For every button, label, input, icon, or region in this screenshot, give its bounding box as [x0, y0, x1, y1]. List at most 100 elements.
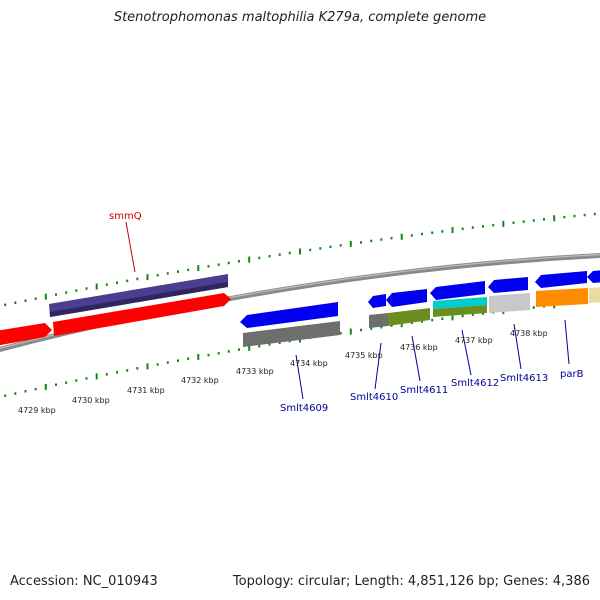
- inner-major-tick: [349, 328, 352, 335]
- scale-label-4735: 4735 kbp: [345, 351, 383, 360]
- inner-minor-tick: [126, 369, 129, 372]
- outer-major-tick: [349, 240, 352, 247]
- feature-orange-parB[interactable]: [536, 288, 588, 307]
- outer-minor-tick: [105, 283, 108, 286]
- scale-label-4738: 4738 kbp: [510, 329, 548, 338]
- map-title: Stenotrophomonas maltophilia K279a, comp…: [113, 10, 487, 25]
- gene-smlt4610-feature[interactable]: [368, 294, 386, 308]
- outer-major-tick: [553, 215, 556, 222]
- inner-minor-tick: [339, 331, 342, 335]
- outer-minor-tick: [258, 256, 261, 260]
- gene-smlt4611-feature[interactable]: [386, 289, 427, 307]
- inner-major-tick: [197, 353, 200, 360]
- scale-label-4736: 4736 kbp: [400, 343, 438, 352]
- gene-smlt4609-feature[interactable]: [240, 302, 338, 328]
- feature-khaki-right[interactable]: [589, 287, 600, 303]
- gene-parB-feature[interactable]: [535, 271, 587, 288]
- outer-minor-tick: [309, 248, 312, 252]
- outer-minor-tick: [339, 244, 342, 247]
- inner-minor-tick: [461, 314, 464, 318]
- inner-minor-tick: [482, 312, 484, 315]
- gene-label-smlt4613[interactable]: Smlt4613: [500, 373, 548, 384]
- outer-minor-tick: [319, 247, 322, 250]
- gene-right-edge-feature[interactable]: [587, 270, 600, 283]
- feature-olive-4610[interactable]: [388, 308, 430, 326]
- gene-label-smlt4610[interactable]: Smlt4610: [350, 392, 398, 403]
- outer-major-tick: [451, 227, 454, 234]
- feature-lightgrey-4613[interactable]: [489, 293, 530, 313]
- feature-olive-4612[interactable]: [433, 305, 487, 317]
- outer-major-tick: [146, 274, 149, 281]
- inner-major-tick: [146, 363, 149, 370]
- outer-minor-tick: [75, 289, 78, 292]
- outer-major-tick: [248, 256, 251, 263]
- outer-minor-tick: [543, 218, 545, 221]
- outer-minor-tick: [522, 220, 525, 223]
- inner-major-tick: [400, 321, 403, 328]
- callout-smlt4610: [374, 342, 382, 390]
- outer-minor-tick: [329, 245, 332, 249]
- outer-minor-tick: [268, 255, 271, 258]
- outer-minor-tick: [410, 234, 413, 237]
- outer-minor-tick: [360, 241, 362, 244]
- inner-minor-tick: [187, 357, 190, 360]
- outer-minor-tick: [492, 223, 495, 227]
- feature-grey-4609[interactable]: [243, 321, 340, 347]
- outer-minor-tick: [390, 236, 393, 240]
- inner-minor-tick: [105, 373, 108, 376]
- outer-tick-ruler: [4, 212, 596, 307]
- inner-minor-tick: [136, 367, 139, 370]
- outer-minor-tick: [156, 274, 159, 277]
- callout-parB: [564, 319, 570, 365]
- gene-smlt4612-feature[interactable]: [430, 281, 485, 300]
- outer-minor-tick: [34, 297, 37, 300]
- outer-minor-tick: [512, 221, 515, 224]
- scale-label-4733: 4733 kbp: [236, 367, 274, 376]
- inner-minor-tick: [4, 394, 7, 397]
- outer-minor-tick: [24, 299, 27, 302]
- inner-major-tick: [95, 373, 98, 380]
- outer-major-tick: [197, 265, 200, 272]
- scale-label-4730: 4730 kbp: [72, 396, 110, 405]
- inner-minor-tick: [156, 363, 159, 366]
- gene-label-smmQ[interactable]: smmQ: [109, 211, 142, 222]
- gene-label-parB[interactable]: parB: [560, 369, 584, 380]
- inner-minor-tick: [55, 383, 57, 386]
- inner-minor-tick: [471, 313, 474, 316]
- genome-summary: Topology: circular; Length: 4,851,126 bp…: [232, 574, 590, 589]
- inner-minor-tick: [278, 341, 281, 345]
- gene-smlt4613-feature[interactable]: [488, 277, 528, 293]
- inner-minor-tick: [370, 327, 373, 330]
- callout-smmQ: [125, 221, 136, 273]
- outer-minor-tick: [431, 231, 434, 234]
- inner-minor-tick: [14, 392, 17, 395]
- outer-major-tick: [299, 248, 301, 255]
- inner-minor-tick: [85, 377, 88, 380]
- inner-minor-tick: [431, 318, 434, 322]
- outer-minor-tick: [227, 261, 230, 265]
- gene-label-smlt4609[interactable]: Smlt4609: [280, 403, 328, 414]
- outer-minor-tick: [136, 277, 139, 281]
- inner-minor-tick: [207, 353, 210, 357]
- gene-red-left[interactable]: [0, 323, 52, 346]
- outer-minor-tick: [177, 270, 179, 273]
- gene-label-smlt4612[interactable]: Smlt4612: [451, 378, 499, 389]
- outer-minor-tick: [126, 279, 129, 283]
- inner-minor-tick: [75, 379, 78, 382]
- outer-minor-tick: [55, 293, 57, 296]
- gene-smmQ-feature-shade: [50, 282, 228, 317]
- outer-minor-tick: [278, 253, 281, 256]
- outer-minor-tick: [583, 213, 586, 217]
- scale-label-4731: 4731 kbp: [127, 386, 165, 395]
- outer-minor-tick: [563, 215, 566, 219]
- feature-grey-4610[interactable]: [369, 313, 388, 328]
- outer-minor-tick: [573, 214, 576, 218]
- inner-minor-tick: [268, 343, 271, 346]
- gene-red-main[interactable]: [53, 293, 231, 336]
- outer-minor-tick: [421, 232, 423, 236]
- inner-minor-tick: [410, 321, 413, 325]
- inner-minor-tick: [227, 350, 230, 353]
- inner-major-tick: [44, 383, 47, 390]
- gene-label-smlt4611[interactable]: Smlt4611: [400, 385, 448, 396]
- outer-minor-tick: [461, 227, 464, 231]
